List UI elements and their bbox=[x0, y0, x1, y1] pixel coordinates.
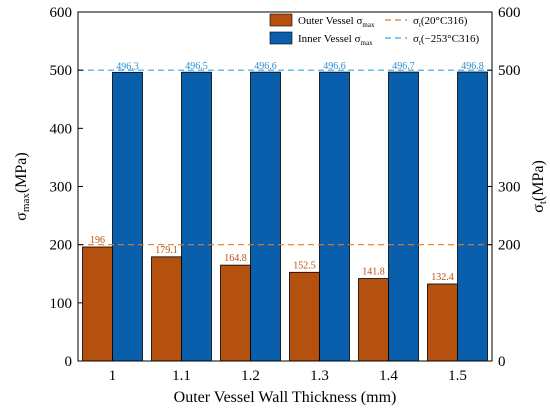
data-label-inner: 496.5 bbox=[185, 61, 208, 72]
bar-inner-vessel bbox=[112, 71, 143, 362]
y-tick-label-right: 200 bbox=[498, 238, 521, 254]
x-tick-label: 1.2 bbox=[241, 368, 260, 384]
data-label-inner: 496.7 bbox=[392, 61, 415, 72]
y-tick-label-right: 500 bbox=[498, 63, 521, 79]
x-tick-label: 1.3 bbox=[310, 368, 329, 384]
legend-label-ref-20c: σt(20°C316) bbox=[413, 15, 468, 29]
y-tick-label-left: 300 bbox=[50, 180, 73, 196]
legend-label-ref-253c: σt(−253°C316) bbox=[413, 33, 479, 47]
bar-inner-vessel bbox=[457, 71, 488, 362]
data-label-outer: 164.8 bbox=[224, 253, 247, 264]
data-label-outer: 196 bbox=[90, 235, 105, 246]
y-axis-title-right: σt(MPa) bbox=[530, 160, 549, 213]
bar-outer-vessel bbox=[220, 264, 251, 362]
data-label-outer: 132.4 bbox=[431, 272, 454, 283]
x-tick-label: 1.1 bbox=[172, 368, 191, 384]
y-tick-label-left: 200 bbox=[50, 238, 73, 254]
data-label-outer: 152.5 bbox=[293, 260, 316, 271]
legend-label-inner: Inner Vessel σmax bbox=[298, 33, 373, 47]
data-label-outer: 141.8 bbox=[362, 267, 385, 278]
bar-inner-vessel bbox=[388, 71, 419, 362]
x-tick-label: 1 bbox=[109, 368, 117, 384]
bar-outer-vessel bbox=[151, 256, 182, 362]
bar-inner-vessel bbox=[250, 71, 281, 362]
bar-outer-vessel bbox=[358, 278, 389, 362]
bar-outer-vessel bbox=[427, 283, 458, 362]
data-label-inner: 496.6 bbox=[254, 61, 277, 72]
data-label-inner: 496.8 bbox=[461, 61, 484, 72]
x-tick-label: 1.4 bbox=[379, 368, 398, 384]
y-axis-title-left: σmax(MPa) bbox=[13, 152, 32, 220]
y-tick-label-left: 500 bbox=[50, 63, 73, 79]
bar-outer-vessel bbox=[289, 271, 320, 362]
bar-inner-vessel bbox=[319, 71, 350, 362]
data-label-inner: 496.3 bbox=[116, 61, 139, 72]
bar-inner-vessel bbox=[181, 71, 212, 362]
x-axis-title: Outer Vessel Wall Thickness (mm) bbox=[174, 389, 397, 406]
y-tick-label-right: 600 bbox=[498, 5, 521, 21]
y-tick-label-left: 400 bbox=[50, 121, 73, 137]
y-tick-label-right: 0 bbox=[498, 354, 506, 370]
x-tick-label: 1.5 bbox=[448, 368, 467, 384]
legend-swatch-outer bbox=[269, 13, 293, 27]
y-tick-label-left: 600 bbox=[50, 5, 73, 21]
legend-swatch-inner bbox=[269, 31, 293, 45]
y-tick-label-left: 100 bbox=[50, 296, 73, 312]
data-label-outer: 179.1 bbox=[155, 245, 178, 256]
y-tick-label-right: 300 bbox=[498, 180, 521, 196]
bar-outer-vessel bbox=[82, 246, 113, 362]
y-tick-label-left: 0 bbox=[65, 354, 73, 370]
legend-label-outer: Outer Vessel σmax bbox=[298, 15, 375, 29]
data-label-inner: 496.6 bbox=[323, 61, 346, 72]
